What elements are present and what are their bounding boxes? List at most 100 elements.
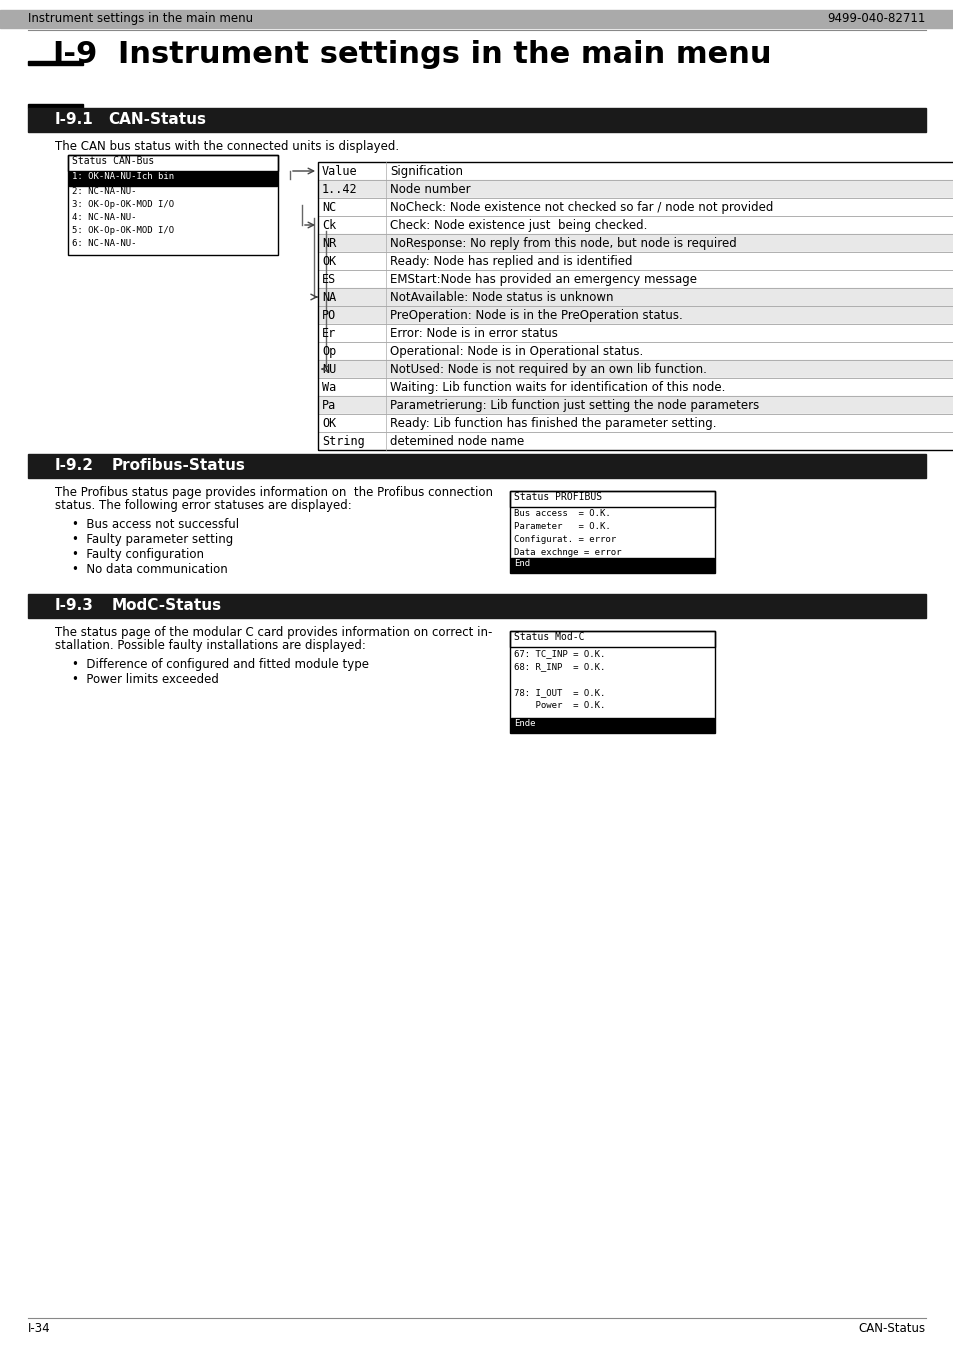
Bar bbox=[0, 9, 953, 28]
Bar bbox=[317, 288, 953, 306]
Bar bbox=[317, 180, 953, 198]
Bar bbox=[317, 432, 953, 450]
Text: Ck: Ck bbox=[322, 219, 335, 232]
Text: stallation. Possible faulty installations are displayed:: stallation. Possible faulty installation… bbox=[55, 639, 366, 652]
Text: Ready: Node has replied and is identified: Ready: Node has replied and is identifie… bbox=[390, 255, 632, 269]
Text: Profibus-Status: Profibus-Status bbox=[112, 458, 246, 472]
Bar bbox=[317, 288, 953, 306]
Bar bbox=[317, 216, 953, 234]
Text: ModC-Status: ModC-Status bbox=[112, 598, 222, 613]
Bar bbox=[317, 414, 953, 432]
Bar bbox=[317, 270, 953, 288]
Text: Check: Node existence just  being checked.: Check: Node existence just being checked… bbox=[390, 219, 647, 232]
Text: NoResponse: No reply from this node, but node is required: NoResponse: No reply from this node, but… bbox=[390, 238, 736, 250]
Bar bbox=[317, 198, 953, 216]
Text: I-9: I-9 bbox=[52, 40, 97, 69]
Text: Status Mod-C: Status Mod-C bbox=[514, 632, 584, 643]
Bar bbox=[317, 378, 953, 396]
Text: •  Faulty configuration: • Faulty configuration bbox=[71, 548, 204, 562]
Text: Configurat. = error: Configurat. = error bbox=[514, 535, 616, 544]
Text: Wa: Wa bbox=[322, 381, 335, 394]
Bar bbox=[69, 171, 276, 186]
Text: •  Difference of configured and fitted module type: • Difference of configured and fitted mo… bbox=[71, 657, 369, 671]
Text: Power  = O.K.: Power = O.K. bbox=[514, 701, 605, 710]
Bar bbox=[28, 104, 83, 108]
Text: NotAvailable: Node status is unknown: NotAvailable: Node status is unknown bbox=[390, 292, 613, 304]
Bar bbox=[511, 558, 713, 572]
Bar bbox=[317, 324, 953, 342]
Bar bbox=[317, 234, 953, 252]
Text: NotUsed: Node is not required by an own lib function.: NotUsed: Node is not required by an own … bbox=[390, 363, 706, 377]
Text: I-9.2: I-9.2 bbox=[55, 458, 94, 472]
Bar bbox=[510, 630, 714, 647]
Text: 9499-040-82711: 9499-040-82711 bbox=[827, 12, 925, 26]
Text: •  Power limits exceeded: • Power limits exceeded bbox=[71, 674, 218, 686]
Text: Instrument settings in the main menu: Instrument settings in the main menu bbox=[28, 12, 253, 26]
Bar bbox=[317, 306, 953, 324]
Text: 1..42: 1..42 bbox=[322, 184, 357, 196]
Text: 2: NC-NA-NU-: 2: NC-NA-NU- bbox=[71, 188, 136, 196]
Text: •  Faulty parameter setting: • Faulty parameter setting bbox=[71, 533, 233, 545]
Text: The Profibus status page provides information on  the Profibus connection: The Profibus status page provides inform… bbox=[55, 486, 493, 500]
Text: 1: OK-NA-NU-Ich bin: 1: OK-NA-NU-Ich bin bbox=[71, 171, 174, 181]
Text: 6: NC-NA-NU-: 6: NC-NA-NU- bbox=[71, 239, 136, 248]
Bar bbox=[317, 342, 953, 360]
Bar bbox=[511, 718, 713, 732]
Text: 67: TC_INP = O.K.: 67: TC_INP = O.K. bbox=[514, 649, 605, 657]
Text: Bus access  = O.K.: Bus access = O.K. bbox=[514, 509, 610, 518]
Text: NR: NR bbox=[322, 238, 335, 250]
Text: OK: OK bbox=[322, 255, 335, 269]
Bar bbox=[68, 155, 277, 171]
Text: CAN-Status: CAN-Status bbox=[108, 112, 206, 127]
Text: String: String bbox=[322, 435, 364, 448]
Bar bbox=[317, 180, 953, 198]
Text: I-9.3: I-9.3 bbox=[55, 598, 93, 613]
Text: NoCheck: Node existence not checked so far / node not provided: NoCheck: Node existence not checked so f… bbox=[390, 201, 773, 215]
Text: Parametrierung: Lib function just setting the node parameters: Parametrierung: Lib function just settin… bbox=[390, 400, 759, 412]
Text: Pa: Pa bbox=[322, 400, 335, 412]
Bar bbox=[317, 360, 953, 378]
Text: NA: NA bbox=[322, 292, 335, 304]
Bar bbox=[317, 162, 953, 450]
Bar bbox=[510, 491, 714, 508]
Text: CAN-Status: CAN-Status bbox=[858, 1322, 925, 1335]
Text: Operational: Node is in Operational status.: Operational: Node is in Operational stat… bbox=[390, 346, 642, 358]
Bar bbox=[317, 270, 953, 288]
Text: 4: NC-NA-NU-: 4: NC-NA-NU- bbox=[71, 213, 136, 221]
Text: PreOperation: Node is in the PreOperation status.: PreOperation: Node is in the PreOperatio… bbox=[390, 309, 682, 323]
Bar bbox=[317, 162, 953, 180]
Bar bbox=[317, 252, 953, 270]
Text: OK: OK bbox=[322, 417, 335, 431]
Bar bbox=[317, 324, 953, 342]
Bar bbox=[510, 491, 714, 572]
Bar bbox=[317, 378, 953, 396]
Bar bbox=[28, 61, 83, 65]
Text: status. The following error statuses are displayed:: status. The following error statuses are… bbox=[55, 500, 352, 512]
Bar bbox=[317, 432, 953, 450]
Bar bbox=[317, 414, 953, 432]
Text: 5: OK-Op-OK-MOD I/O: 5: OK-Op-OK-MOD I/O bbox=[71, 225, 174, 235]
Bar bbox=[510, 630, 714, 733]
Bar bbox=[317, 306, 953, 324]
Text: Status CAN-Bus: Status CAN-Bus bbox=[71, 157, 154, 166]
Text: Ready: Lib function has finished the parameter setting.: Ready: Lib function has finished the par… bbox=[390, 417, 716, 431]
Bar bbox=[317, 162, 953, 180]
Text: •  Bus access not successful: • Bus access not successful bbox=[71, 518, 239, 531]
Text: Instrument settings in the main menu: Instrument settings in the main menu bbox=[118, 40, 771, 69]
Text: PO: PO bbox=[322, 309, 335, 323]
Text: Data exchnge = error: Data exchnge = error bbox=[514, 548, 620, 558]
Text: Error: Node is in error status: Error: Node is in error status bbox=[390, 327, 558, 340]
Bar bbox=[317, 234, 953, 252]
Bar bbox=[68, 155, 277, 255]
Text: I-34: I-34 bbox=[28, 1322, 51, 1335]
Text: Parameter   = O.K.: Parameter = O.K. bbox=[514, 522, 610, 531]
Text: Ende: Ende bbox=[514, 720, 535, 728]
Text: Waiting: Lib function waits for identification of this node.: Waiting: Lib function waits for identifi… bbox=[390, 381, 724, 394]
Text: Status PROFIBUS: Status PROFIBUS bbox=[514, 491, 601, 502]
Text: •  No data communication: • No data communication bbox=[71, 563, 228, 576]
Text: NC: NC bbox=[322, 201, 335, 215]
Text: Node number: Node number bbox=[390, 184, 470, 196]
Text: detemined node name: detemined node name bbox=[390, 435, 524, 448]
Bar bbox=[28, 454, 925, 478]
Text: The status page of the modular C card provides information on correct in-: The status page of the modular C card pr… bbox=[55, 626, 492, 639]
